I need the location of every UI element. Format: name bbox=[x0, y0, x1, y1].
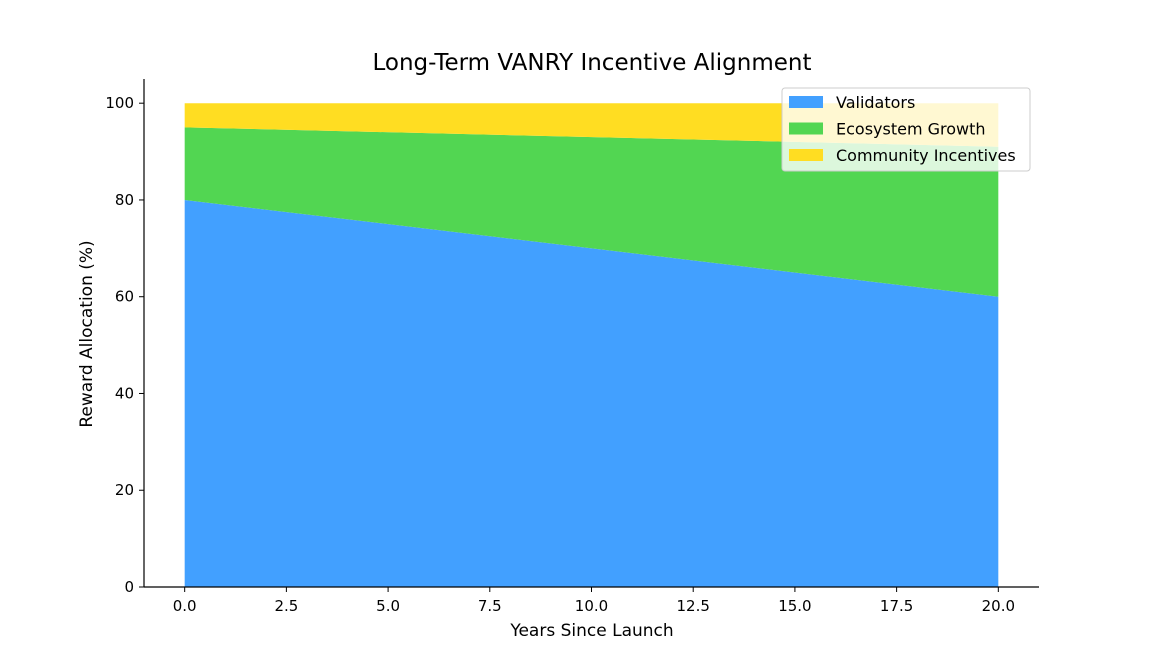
y-tick-label: 0 bbox=[124, 578, 134, 596]
y-tick-label: 60 bbox=[115, 288, 134, 306]
area-validators bbox=[184, 199, 999, 587]
y-tick-label: 100 bbox=[105, 94, 134, 112]
x-tick-label: 7.5 bbox=[478, 597, 502, 615]
legend-swatch-validators bbox=[789, 96, 823, 108]
chart-title: Long-Term VANRY Incentive Alignment bbox=[372, 50, 811, 76]
x-tick-label: 20.0 bbox=[982, 597, 1015, 615]
legend-label-validators: Validators bbox=[836, 93, 915, 112]
y-tick-label: 40 bbox=[115, 384, 134, 402]
y-tick-label: 80 bbox=[115, 191, 134, 209]
x-tick-label: 12.5 bbox=[677, 597, 710, 615]
x-ticks: 0.0 2.5 5.0 7.5 10.0 12.5 15.0 17.5 20.0 bbox=[173, 587, 1015, 615]
legend-swatch-community-incentives bbox=[789, 149, 823, 161]
x-tick-label: 0.0 bbox=[173, 597, 197, 615]
y-ticks: 0 20 40 60 80 100 bbox=[105, 94, 144, 596]
legend-items: Validators Ecosystem Growth Community Ince… bbox=[789, 93, 1016, 165]
legend-box bbox=[781, 87, 1031, 172]
x-axis-label: Years Since Launch bbox=[509, 621, 673, 641]
legend-label-ecosystem-growth: Ecosystem Growth bbox=[836, 120, 986, 139]
x-tick-label: 2.5 bbox=[274, 597, 298, 615]
x-tick-label: 5.0 bbox=[376, 597, 400, 615]
y-tick-label: 20 bbox=[115, 481, 134, 499]
y-axis-label: Reward Allocation (%) bbox=[77, 240, 97, 427]
legend-label-community-incentives: Community Incentives bbox=[836, 146, 1016, 165]
legend: Validators Ecosystem Growth Community Ince… bbox=[781, 87, 1031, 172]
area-series-layer bbox=[184, 103, 999, 587]
legend-swatch-ecosystem-growth bbox=[789, 122, 823, 135]
x-tick-label: 15.0 bbox=[778, 597, 811, 615]
x-tick-label: 10.0 bbox=[575, 597, 608, 615]
x-tick-label: 17.5 bbox=[880, 597, 913, 615]
